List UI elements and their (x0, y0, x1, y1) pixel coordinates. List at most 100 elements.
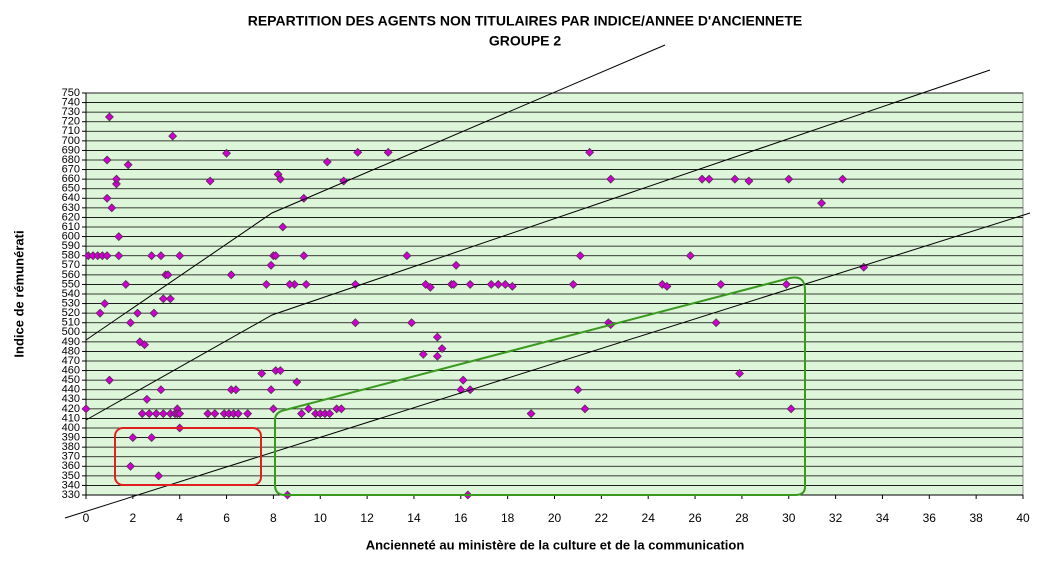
x-tick-label: 22 (595, 511, 609, 525)
y-tick-label: 530 (62, 297, 80, 309)
data-point (147, 433, 157, 442)
y-tick-label: 720 (62, 116, 80, 128)
data-point (418, 349, 428, 359)
y-tick-label: 410 (62, 412, 80, 424)
chart-subtitle: GROUPE 2 (489, 33, 562, 49)
data-point (123, 160, 133, 170)
data-point (575, 251, 585, 261)
data-point (158, 294, 168, 304)
x-tick-label: 8 (270, 511, 277, 525)
plot-area: 3303403503603703803904004104204304404504… (62, 87, 1030, 525)
data-point (697, 174, 707, 184)
data-point (432, 351, 442, 361)
data-point (100, 299, 110, 308)
data-point (107, 203, 117, 213)
data-point (266, 385, 276, 395)
data-point (325, 409, 335, 419)
y-tick-label: 520 (62, 307, 80, 319)
data-point (135, 337, 145, 347)
data-point (276, 366, 285, 375)
y-tick-label: 550 (62, 278, 80, 290)
data-point (781, 280, 791, 289)
data-point (154, 471, 164, 481)
data-point (493, 280, 503, 289)
y-tick-label: 380 (62, 441, 80, 453)
data-point (500, 280, 510, 289)
y-tick-label: 640 (62, 192, 80, 204)
y-tick-label: 670 (62, 163, 80, 175)
data-point (301, 280, 311, 289)
y-tick-label: 730 (62, 106, 80, 118)
y-tick-label: 620 (62, 211, 80, 223)
data-point (486, 280, 496, 289)
data-point (95, 308, 105, 318)
data-point (105, 112, 114, 122)
data-point (744, 176, 754, 186)
data-point (114, 232, 124, 241)
y-tick-label: 710 (62, 125, 80, 137)
data-point (838, 174, 848, 184)
x-tick-label: 12 (360, 511, 374, 525)
data-point (205, 176, 215, 186)
x-tick-label: 4 (176, 511, 183, 525)
data-point (322, 157, 332, 167)
data-point (142, 394, 152, 404)
x-tick-label: 26 (688, 511, 702, 525)
data-point (140, 340, 149, 350)
data-point (526, 409, 536, 419)
data-point (784, 174, 794, 184)
data-point (102, 155, 112, 165)
data-point (126, 461, 135, 471)
data-point (165, 294, 175, 304)
data-point (437, 344, 447, 353)
y-tick-label: 590 (62, 240, 80, 252)
y-tick-label: 350 (62, 470, 80, 482)
data-point (685, 251, 695, 261)
data-point (271, 251, 281, 261)
data-point (268, 404, 278, 414)
y-tick-label: 650 (62, 183, 80, 195)
data-point (350, 318, 360, 328)
y-tick-label: 700 (62, 135, 80, 147)
data-point (657, 280, 667, 289)
y-tick-label: 510 (62, 317, 80, 329)
data-point (158, 409, 168, 419)
data-point (243, 409, 253, 419)
data-point (102, 193, 112, 203)
data-point (144, 409, 154, 419)
data-point (276, 174, 285, 184)
data-point (716, 280, 726, 289)
data-point (137, 409, 147, 419)
y-tick-label: 340 (62, 479, 80, 491)
data-point (299, 251, 309, 261)
data-point (168, 131, 178, 141)
data-point (147, 251, 157, 261)
data-point (449, 280, 459, 289)
data-point (285, 280, 295, 289)
data-point (421, 280, 431, 289)
y-tick-label: 370 (62, 451, 80, 463)
y-tick-label: 500 (62, 326, 80, 338)
data-point (456, 385, 466, 395)
x-tick-label: 20 (548, 511, 562, 525)
data-point (278, 222, 288, 232)
x-tick-label: 32 (829, 511, 843, 525)
data-point (580, 404, 590, 414)
y-tick-label: 540 (62, 288, 80, 300)
data-point (226, 270, 236, 280)
data-point (585, 147, 595, 157)
data-point (156, 385, 166, 395)
data-point (151, 409, 161, 419)
x-tick-label: 18 (501, 511, 515, 525)
x-tick-label: 10 (314, 511, 328, 525)
y-tick-label: 460 (62, 364, 80, 376)
data-point (266, 260, 276, 270)
y-tick-label: 560 (62, 269, 80, 281)
data-point (711, 318, 721, 328)
data-point (175, 409, 185, 419)
y-tick-label: 360 (62, 460, 80, 472)
data-point (257, 369, 267, 378)
data-point (407, 318, 417, 328)
y-tick-label: 600 (62, 230, 80, 242)
data-point (121, 280, 131, 289)
